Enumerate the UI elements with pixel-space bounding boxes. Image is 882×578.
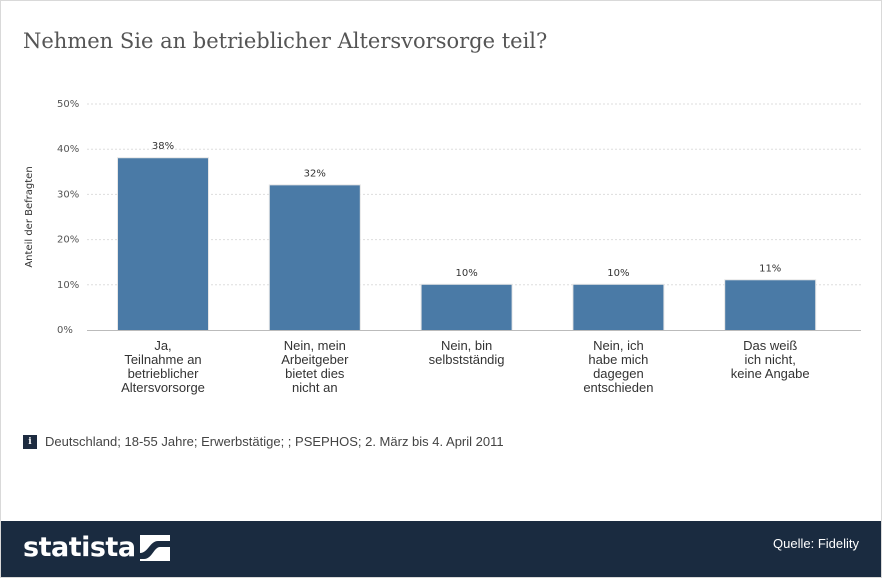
- bar-value-label: 11%: [759, 263, 781, 274]
- y-tick-label: 30%: [57, 189, 79, 200]
- info-row: i Deutschland; 18-55 Jahre; Erwerbstätig…: [23, 434, 504, 449]
- info-icon[interactable]: i: [23, 434, 37, 449]
- bar: [725, 280, 816, 330]
- x-category-label-line: Nein, bin: [441, 338, 492, 353]
- statista-logo[interactable]: statista: [23, 532, 170, 563]
- x-category-label-line: selbstständig: [429, 352, 505, 367]
- logo-text: statista: [23, 532, 136, 563]
- footer: statista Quelle: Fidelity: [1, 521, 881, 577]
- x-category-label-line: habe mich: [588, 352, 648, 367]
- x-category-label: Ja, Teilnahme an betrieblicher Altersvorsor…: [121, 338, 205, 395]
- x-category-label-line: nicht an: [292, 380, 338, 395]
- y-tick-label: 20%: [57, 235, 79, 246]
- x-category-label-line: ich nicht,: [745, 352, 796, 367]
- y-tick-label: 50%: [57, 99, 79, 110]
- x-category-label-line: Teilnahme an: [124, 352, 201, 367]
- x-category-label-line: keine Angabe: [731, 366, 810, 381]
- x-category-label-line: Ja,: [154, 338, 171, 353]
- y-tick-label: 10%: [57, 280, 79, 291]
- statista-wave-icon: [139, 534, 170, 561]
- bar-chart: 0% 10% 20% 30% 40% 50% Anteil der Befragten 38%…: [24, 99, 861, 395]
- chart-title: Nehmen Sie an betrieblicher Altersvorsor…: [23, 29, 548, 53]
- x-category-label-line: Nein, mein: [284, 338, 346, 353]
- bar-value-label: 38%: [152, 141, 174, 152]
- x-category-label-line: dagegen: [593, 366, 644, 381]
- y-axis-label: Anteil der Befragten: [24, 166, 35, 267]
- bar-value-label: 10%: [455, 268, 477, 279]
- y-tick-label: 40%: [57, 144, 79, 155]
- source-label: Quelle: Fidelity: [773, 536, 859, 551]
- info-text: Deutschland; 18-55 Jahre; Erwerbstätige;…: [45, 434, 504, 449]
- bar: [269, 185, 360, 330]
- y-tick-label: 0%: [57, 325, 73, 336]
- bar: [573, 284, 664, 330]
- x-category-label-line: Altersvorsorge: [121, 380, 205, 395]
- x-category-label-line: entschieden: [583, 380, 653, 395]
- x-category-label-line: bietet dies: [285, 366, 345, 381]
- x-category-label: Nein, ich habe mich dagegen entschieden: [583, 338, 653, 395]
- x-category-label-line: Nein, ich: [593, 338, 644, 353]
- bar: [421, 284, 512, 330]
- bar: [118, 158, 208, 330]
- bar-value-label: 32%: [304, 168, 326, 179]
- x-category-label: Das weiß ich nicht, keine Angabe: [731, 338, 810, 381]
- x-category-label-line: Arbeitgeber: [281, 352, 349, 367]
- bar-value-label: 10%: [607, 268, 629, 279]
- x-category-label: Nein, bin selbstständig: [429, 338, 505, 367]
- x-category-label: Nein, mein Arbeitgeber bietet dies nicht an: [281, 338, 349, 395]
- x-category-label-line: betrieblicher: [128, 366, 199, 381]
- x-category-label-line: Das weiß: [743, 338, 797, 353]
